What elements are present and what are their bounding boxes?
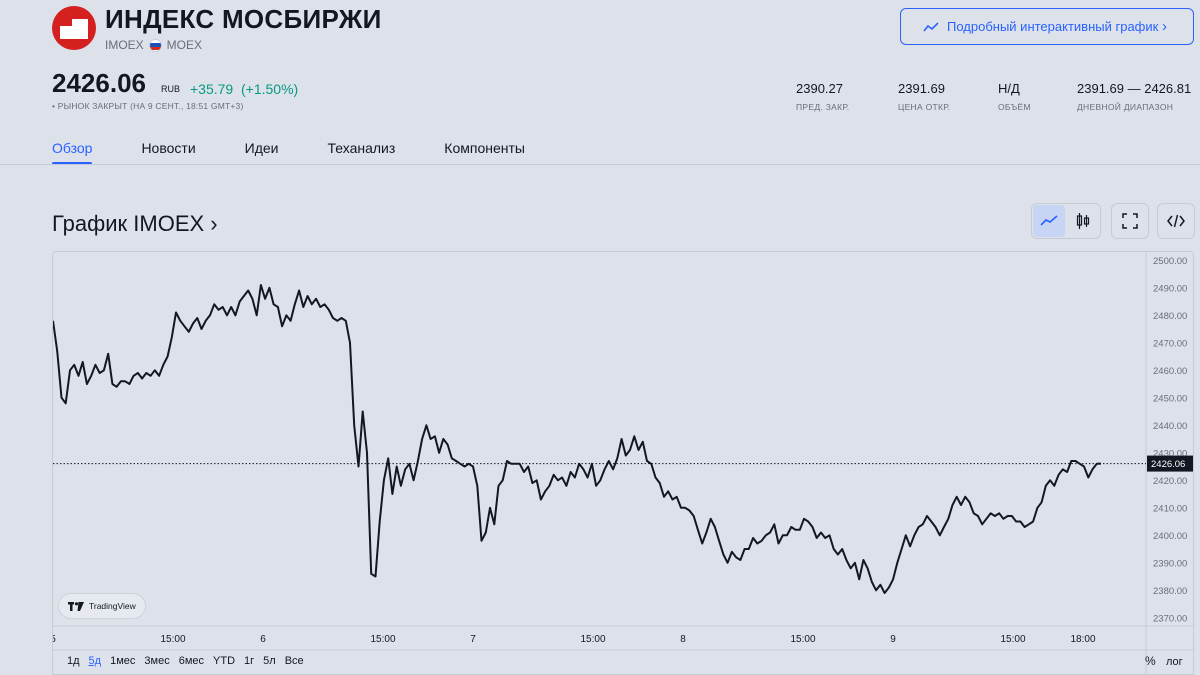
- stat-label: ОБЪЁМ: [998, 102, 1031, 112]
- tabs-divider: [0, 164, 1200, 165]
- price-chart[interactable]: 2370.00 2380.00 2390.00 2400.00 2410.00 2420.…: [52, 251, 1195, 675]
- log-scale-toggle[interactable]: лог: [1166, 656, 1183, 668]
- x-tick-label: 15:00: [580, 634, 605, 645]
- stat-label: ПРЕД. ЗАКР.: [796, 102, 850, 112]
- stat-value: Н/Д: [998, 81, 1020, 96]
- fullscreen-button[interactable]: [1111, 203, 1149, 239]
- chart-style-toggle: [1031, 203, 1101, 239]
- x-tick-label: 7: [470, 634, 476, 645]
- tradingview-label: TradingView: [89, 601, 136, 611]
- change-value: +35.79: [190, 81, 234, 97]
- fullscreen-icon: [1122, 213, 1138, 229]
- candlestick-icon: [1076, 213, 1090, 229]
- y-tick-label: 2500.00: [1153, 256, 1187, 267]
- chart-title-link[interactable]: График IMOEX ›: [52, 211, 218, 236]
- x-tick-label: 8: [680, 634, 686, 645]
- range-all[interactable]: Все: [284, 655, 304, 667]
- range-5y[interactable]: 5л: [263, 655, 276, 667]
- y-tick-label: 2410.00: [1153, 503, 1187, 514]
- price-change: +35.79 (+1.50%): [190, 81, 298, 97]
- ticker-symbol[interactable]: IMOEX: [105, 38, 144, 52]
- section-tabs: Обзор Новости Идеи Теханализ Компоненты: [52, 140, 574, 156]
- currency-label: RUB: [161, 84, 181, 94]
- y-tick-label: 2430.00: [1153, 448, 1187, 459]
- range-1d[interactable]: 1д: [67, 655, 80, 667]
- line-chart-button[interactable]: [1033, 205, 1065, 237]
- x-tick-label: 9: [890, 634, 896, 645]
- active-tab-indicator: [52, 162, 92, 165]
- tradingview-badge[interactable]: TradingView: [58, 593, 146, 619]
- chevron-right-icon: ›: [1162, 18, 1167, 35]
- x-tick-label: 18:00: [1070, 634, 1095, 645]
- stat-value: 2391.69 — 2426.81: [1077, 81, 1192, 96]
- stat-open: 2391.69 ЦЕНА ОТКР.: [898, 81, 950, 112]
- range-1y[interactable]: 1г: [244, 655, 255, 667]
- embed-code-button[interactable]: [1157, 203, 1195, 239]
- range-5d[interactable]: 5д: [88, 655, 102, 667]
- index-title: ИНДЕКС МОСБИРЖИ: [105, 4, 382, 34]
- x-tick-label: 15:00: [160, 634, 185, 645]
- y-tick-label: 2470.00: [1153, 338, 1187, 349]
- y-tick-label: 2370.00: [1153, 613, 1187, 624]
- tab-technicals[interactable]: Теханализ: [327, 140, 396, 156]
- price-series-line[interactable]: [53, 284, 1102, 594]
- time-range-selector: 1д 5д 1мес 3мес 6мес YTD 1г 5л Все: [67, 655, 313, 667]
- y-tick-label: 2380.00: [1153, 586, 1187, 597]
- change-percent: (+1.50%): [241, 81, 299, 97]
- y-tick-label: 2460.00: [1153, 366, 1187, 377]
- range-3m[interactable]: 3мес: [144, 655, 170, 667]
- moex-logo: [52, 6, 96, 50]
- market-status: • РЫНОК ЗАКРЫТ (НА 9 СЕНТ., 18:51 GMT+3): [52, 101, 244, 111]
- russia-flag-icon: [148, 38, 162, 52]
- last-price-tag: [1147, 455, 1193, 472]
- tab-news[interactable]: Новости: [141, 140, 196, 156]
- y-tick-label: 2400.00: [1153, 531, 1187, 542]
- range-6m[interactable]: 6мес: [178, 655, 205, 667]
- y-tick-label: 2390.00: [1153, 558, 1187, 569]
- stat-value: 2390.27: [796, 81, 843, 96]
- last-price-label: 2426.06: [1151, 459, 1185, 470]
- stat-volume: Н/Д ОБЪЁМ: [998, 81, 1031, 112]
- x-tick-label: 6: [260, 634, 266, 645]
- x-tick-label: 15:00: [1000, 634, 1025, 645]
- x-tick-label: 5: [53, 634, 56, 645]
- stat-day-range: 2391.69 — 2426.81 ДНЕВНОЙ ДИАПАЗОН: [1077, 81, 1191, 112]
- candlestick-chart-button[interactable]: [1067, 205, 1099, 237]
- exchange-name[interactable]: MOEX: [166, 38, 203, 52]
- y-tick-label: 2440.00: [1153, 421, 1187, 432]
- x-tick-label: 15:00: [370, 634, 395, 645]
- y-tick-label: 2450.00: [1153, 393, 1187, 404]
- y-tick-label: 2420.00: [1153, 476, 1187, 487]
- stat-label: ДНЕВНОЙ ДИАПАЗОН: [1077, 102, 1174, 112]
- stat-label: ЦЕНА ОТКР.: [898, 102, 951, 112]
- y-tick-label: 2490.00: [1153, 283, 1187, 294]
- percent-scale-toggle[interactable]: %: [1145, 654, 1156, 668]
- current-price: 2426.06: [52, 68, 146, 98]
- interactive-chart-button[interactable]: Подробный интерактивный график ›: [900, 8, 1194, 45]
- trend-line-icon: [923, 21, 939, 31]
- range-1m[interactable]: 1мес: [110, 655, 136, 667]
- code-icon: [1167, 214, 1185, 228]
- price-chart-canvas[interactable]: 2370.00 2380.00 2390.00 2400.00 2410.00 2420.…: [53, 252, 1195, 675]
- stat-prev-close: 2390.27 ПРЕД. ЗАКР.: [796, 81, 849, 112]
- range-ytd[interactable]: YTD: [213, 655, 236, 667]
- tab-ideas[interactable]: Идеи: [244, 140, 279, 156]
- tab-components[interactable]: Компоненты: [444, 140, 525, 156]
- line-chart-icon: [1040, 215, 1058, 226]
- ticker-line: IMOEX MOEX: [105, 38, 202, 52]
- interactive-chart-label: Подробный интерактивный график: [947, 19, 1159, 34]
- tradingview-logo-icon: [68, 601, 84, 611]
- x-tick-label: 15:00: [790, 634, 815, 645]
- stat-value: 2391.69: [898, 81, 945, 96]
- tab-overview[interactable]: Обзор: [52, 140, 93, 156]
- y-tick-label: 2480.00: [1153, 311, 1187, 322]
